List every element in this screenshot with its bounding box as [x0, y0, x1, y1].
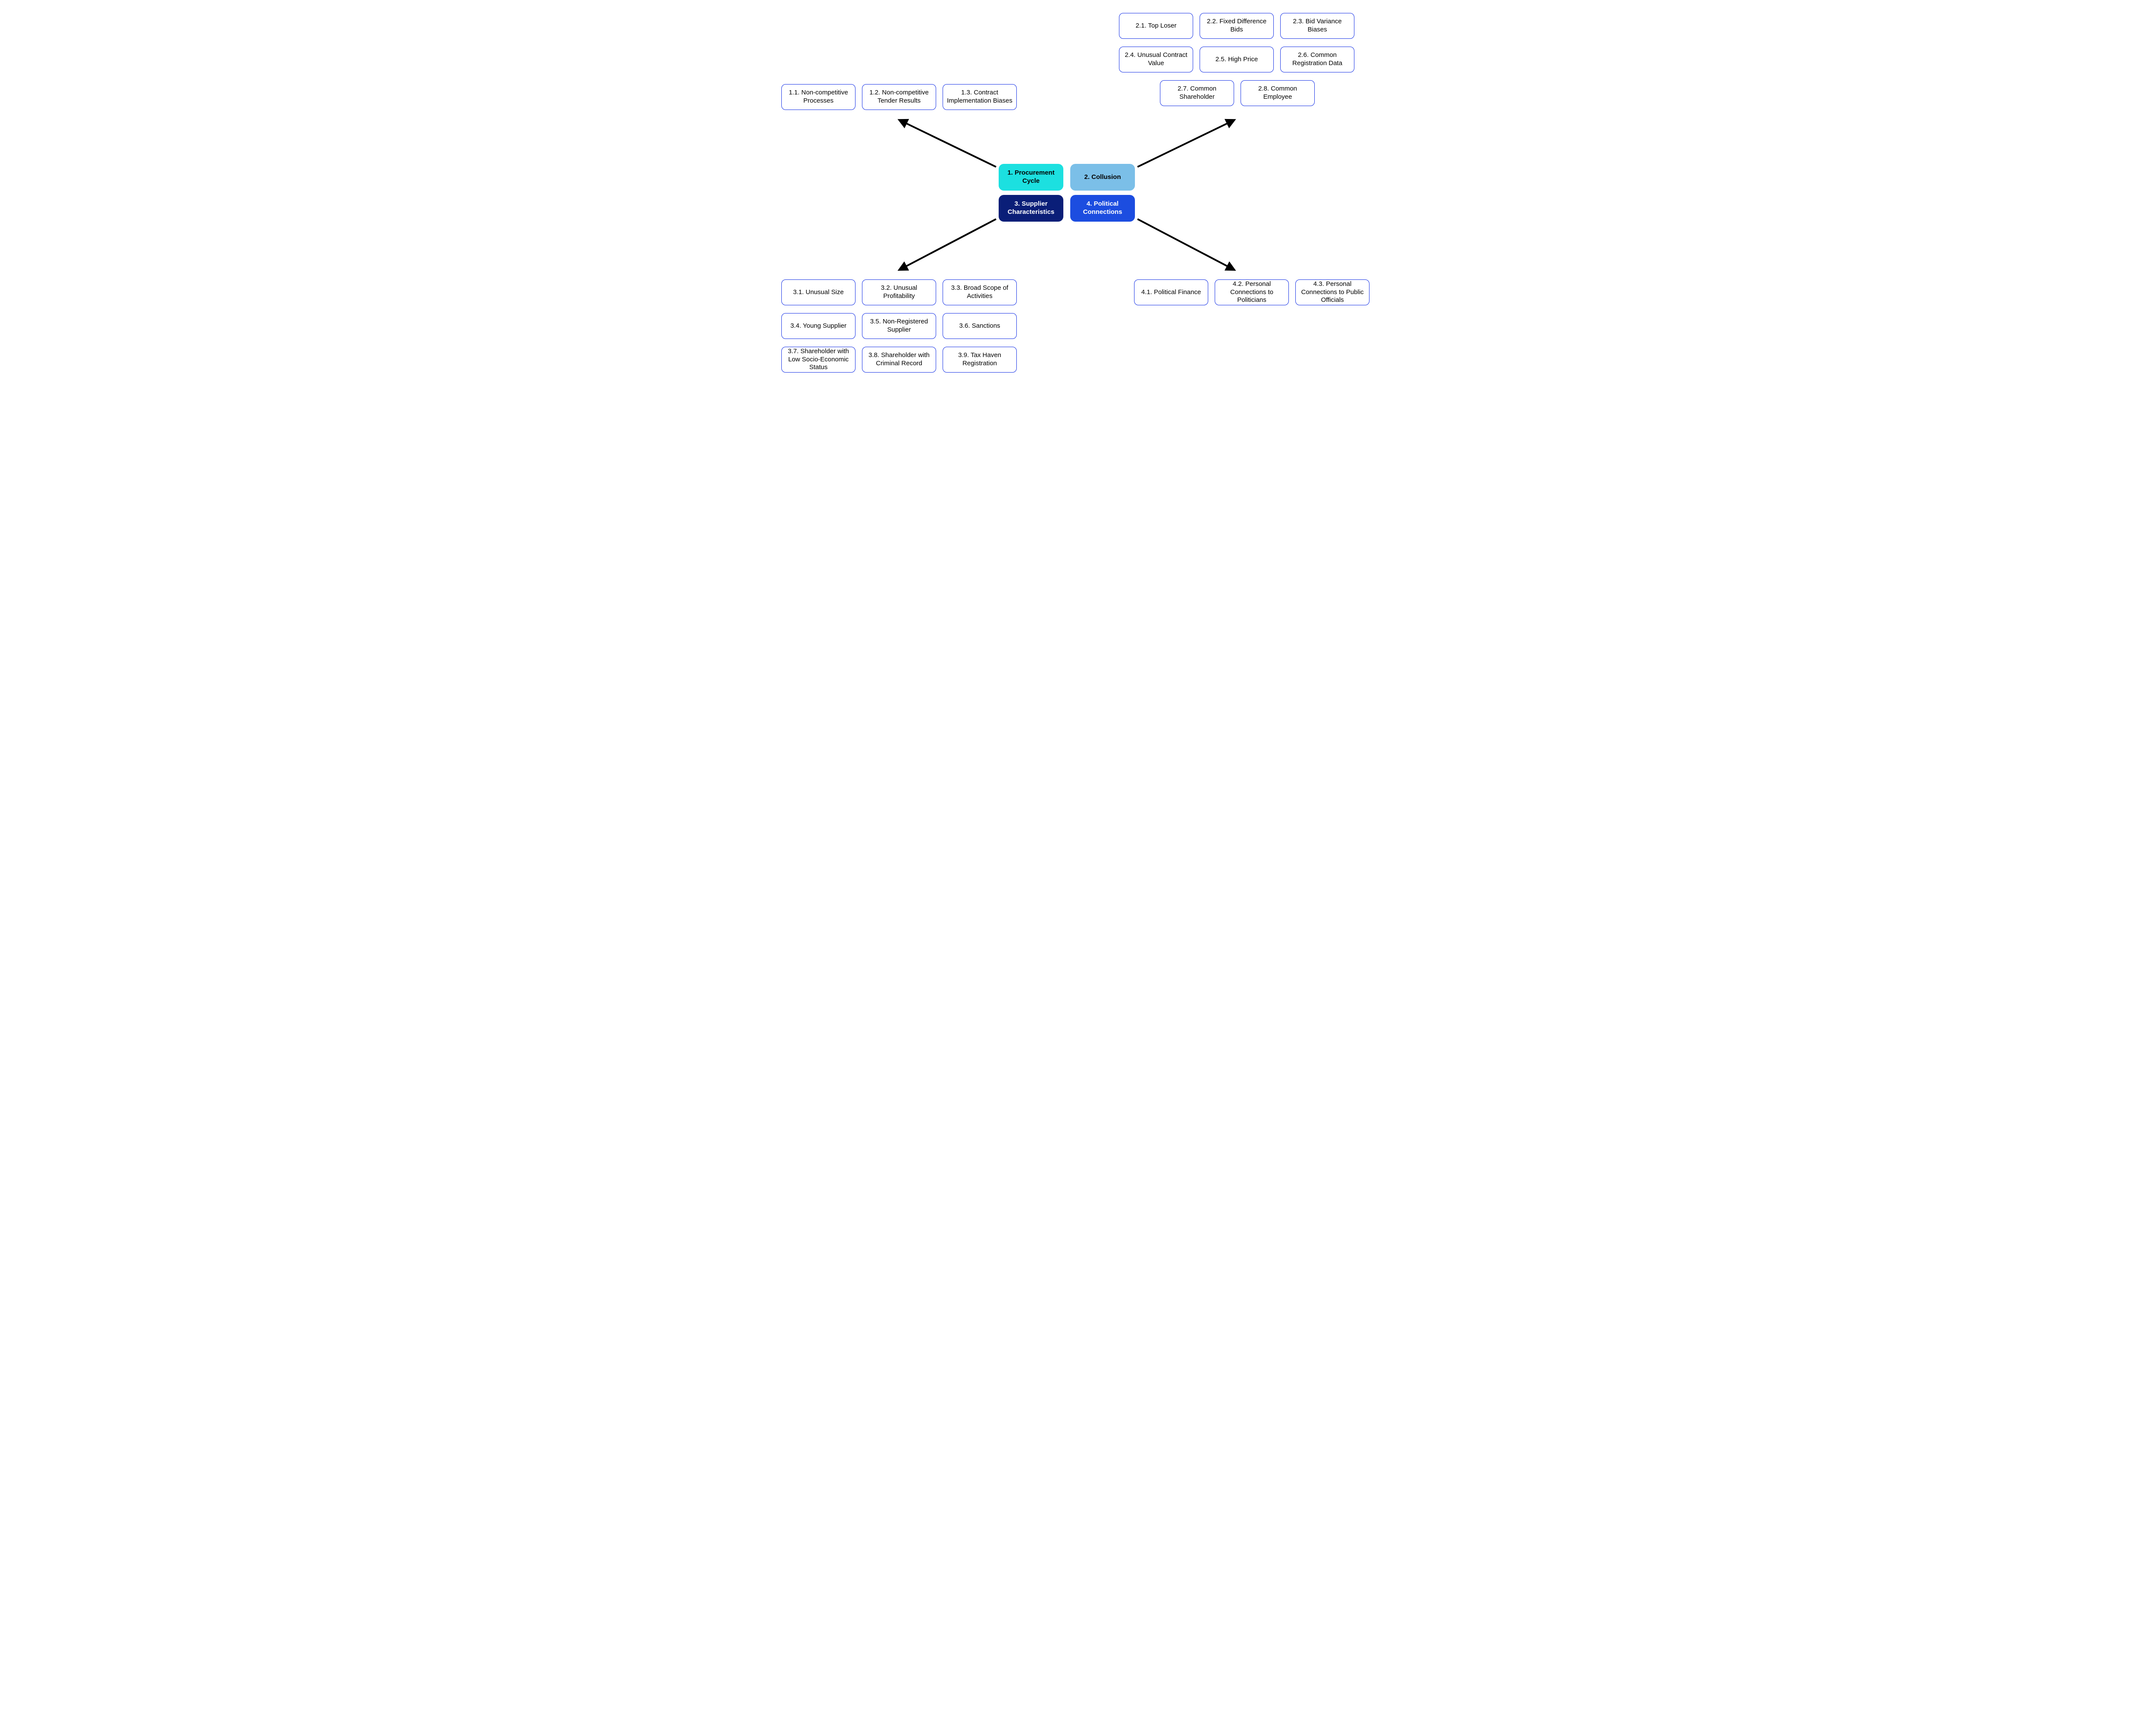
leaf-node: 2.3. Bid Variance Biases — [1280, 13, 1354, 39]
arrow — [899, 219, 996, 270]
hub-node: 3. Supplier Characteristics — [999, 195, 1063, 222]
hub-node: 1. Procurement Cycle — [999, 164, 1063, 191]
leaf-node: 1.3. Contract Implementation Biases — [943, 84, 1017, 110]
hub-node: 4. Political Connections — [1070, 195, 1135, 222]
leaf-node: 4.1. Political Finance — [1134, 279, 1208, 305]
leaf-node: 4.3. Personal Connections to Public Offi… — [1295, 279, 1369, 305]
leaf-node: 2.4. Unusual Contract Value — [1119, 47, 1193, 72]
leaf-node: 3.9. Tax Haven Registration — [943, 347, 1017, 373]
leaf-node: 3.8. Shareholder with Criminal Record — [862, 347, 936, 373]
leaf-node: 3.3. Broad Scope of Activities — [943, 279, 1017, 305]
leaf-node: 2.8. Common Employee — [1241, 80, 1315, 106]
leaf-node: 3.1. Unusual Size — [781, 279, 856, 305]
leaf-node: 2.2. Fixed Difference Bids — [1200, 13, 1274, 39]
diagram-canvas: 1. Procurement Cycle 2. Collusion 3. Suppl… — [768, 0, 1388, 392]
arrow — [1138, 120, 1235, 167]
leaf-node: 2.7. Common Shareholder — [1160, 80, 1234, 106]
leaf-node: 3.5. Non-Registered Supplier — [862, 313, 936, 339]
leaf-node: 3.7. Shareholder with Low Socio-Economic… — [781, 347, 856, 373]
hub-node: 2. Collusion — [1070, 164, 1135, 191]
arrow — [899, 120, 996, 167]
leaf-node: 1.2. Non-competitive Tender Results — [862, 84, 936, 110]
leaf-node: 4.2. Personal Connections to Politicians — [1215, 279, 1289, 305]
leaf-node: 1.1. Non-competitive Processes — [781, 84, 856, 110]
leaf-node: 2.6. Common Registration Data — [1280, 47, 1354, 72]
leaf-node: 2.1. Top Loser — [1119, 13, 1193, 39]
leaf-node: 3.6. Sanctions — [943, 313, 1017, 339]
leaf-node: 3.2. Unusual Profitability — [862, 279, 936, 305]
leaf-node: 2.5. High Price — [1200, 47, 1274, 72]
leaf-node: 3.4. Young Supplier — [781, 313, 856, 339]
arrow — [1138, 219, 1235, 270]
